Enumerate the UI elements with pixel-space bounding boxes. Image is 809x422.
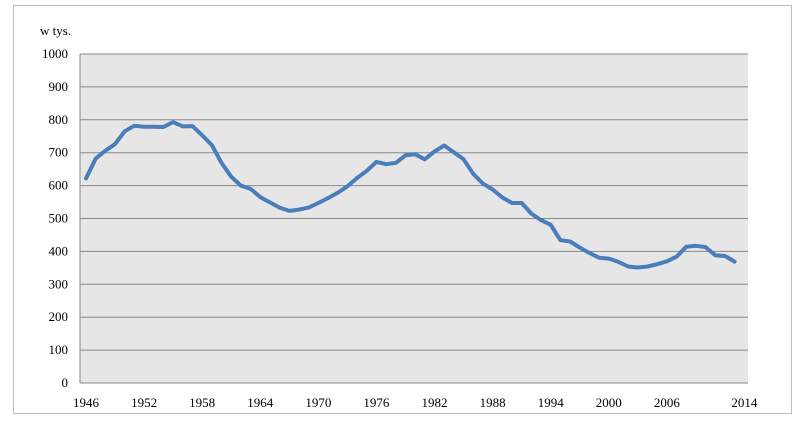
x-tick-label: 2014 bbox=[731, 395, 758, 410]
x-tick-label: 1964 bbox=[247, 395, 274, 410]
x-tick-label: 2006 bbox=[654, 395, 681, 410]
x-tick-label: 1946 bbox=[73, 395, 100, 410]
x-axis-ticks: 1946 1952 1958 1964 1970 1976 1982 1988 1994 2000… bbox=[73, 395, 758, 410]
y-tick-label: 0 bbox=[62, 375, 69, 390]
x-tick-label: 1958 bbox=[189, 395, 215, 410]
x-tick-label: 1982 bbox=[422, 395, 448, 410]
y-tick-label: 100 bbox=[49, 342, 69, 357]
y-tick-label: 500 bbox=[49, 211, 69, 226]
y-axis-label: w tys. bbox=[40, 23, 71, 38]
y-tick-label: 800 bbox=[49, 112, 69, 127]
y-tick-label: 700 bbox=[49, 145, 69, 160]
x-tick-label: 1976 bbox=[363, 395, 390, 410]
y-tick-label: 300 bbox=[49, 276, 69, 291]
axes bbox=[79, 54, 748, 384]
x-tick-label: 1988 bbox=[480, 395, 506, 410]
y-tick-label: 400 bbox=[49, 243, 69, 258]
y-tick-label: 600 bbox=[49, 178, 69, 193]
y-tick-label: 200 bbox=[49, 309, 69, 324]
x-tick-label: 1994 bbox=[538, 395, 565, 410]
x-tick-label: 1970 bbox=[305, 395, 331, 410]
series-line bbox=[84, 120, 737, 270]
y-tick-label: 1000 bbox=[42, 46, 68, 61]
x-tick-label: 1952 bbox=[131, 395, 157, 410]
y-axis-ticks: 0 100 200 300 400 500 600 700 800 900 1000 bbox=[42, 46, 68, 390]
x-tick-label: 2000 bbox=[596, 395, 622, 410]
y-tick-label: 900 bbox=[49, 79, 69, 94]
series-group bbox=[84, 120, 737, 270]
